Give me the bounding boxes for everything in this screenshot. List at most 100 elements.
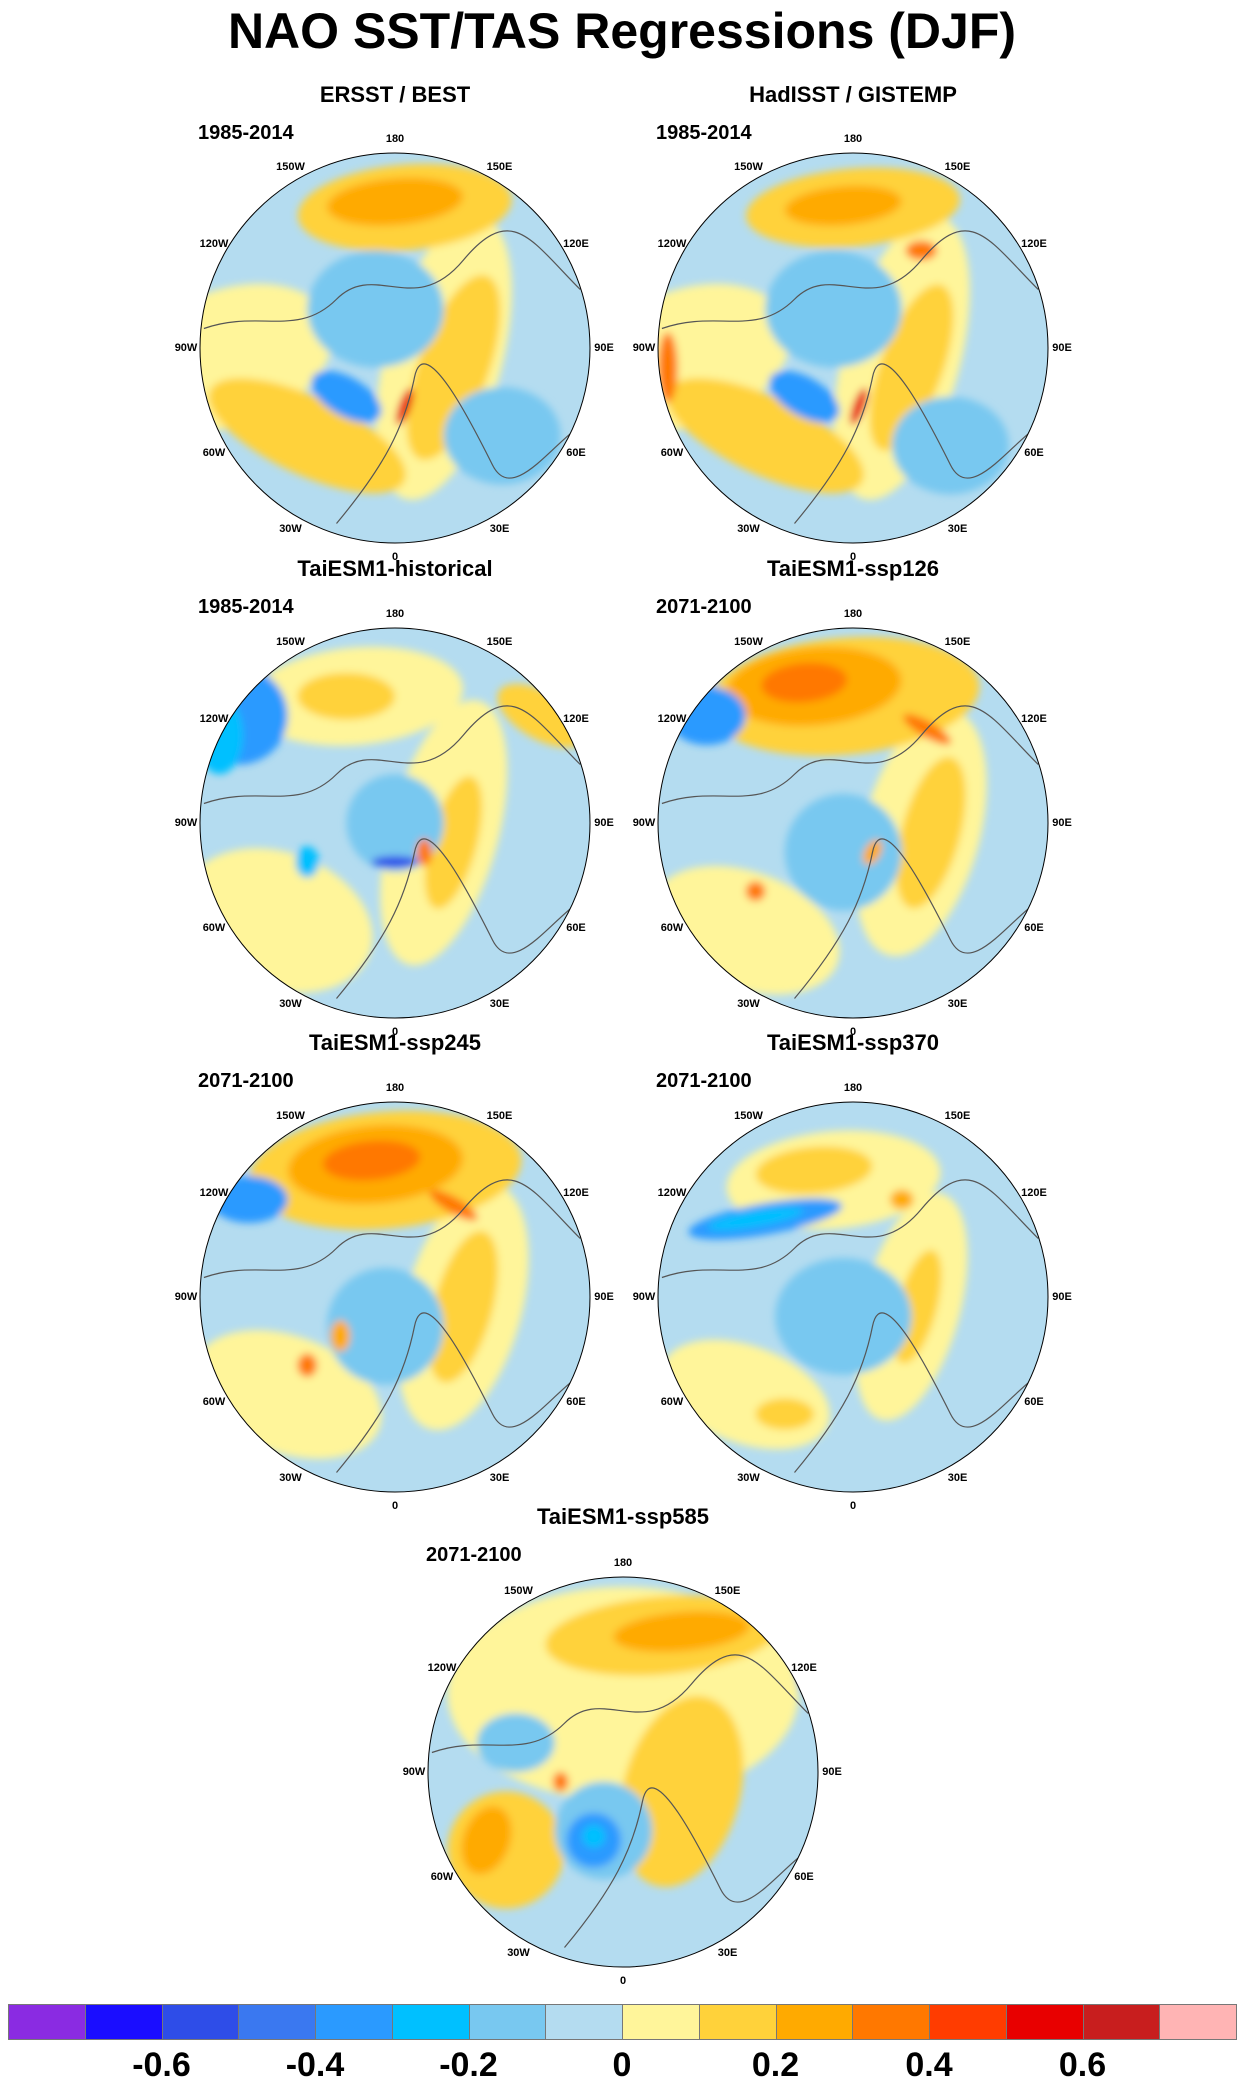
- longitude-label: 180: [843, 608, 863, 620]
- figure-title: NAO SST/TAS Regressions (DJF): [227, 3, 1017, 59]
- longitude-label: 150W: [734, 636, 763, 648]
- longitude-label: 0: [391, 1026, 399, 1038]
- colorbar-swatch: [391, 2004, 470, 2040]
- polar-map: [427, 1576, 819, 1968]
- longitude-label: 0: [849, 1500, 857, 1512]
- coastline: [661, 705, 1039, 999]
- longitude-label: 30E: [947, 1471, 968, 1484]
- anomaly-region: [784, 185, 902, 226]
- colorbar-swatch: [161, 2004, 240, 2040]
- polar-map: [199, 152, 591, 544]
- longitude-label: 30W: [279, 997, 302, 1010]
- anomaly-region: [416, 838, 433, 866]
- panel-title: ERSST / BEST: [319, 82, 471, 107]
- longitude-label: 30E: [947, 522, 968, 535]
- longitude-label: 0: [849, 1026, 857, 1038]
- anomaly-region: [850, 388, 868, 425]
- colorbar-swatch: [1159, 2004, 1237, 2040]
- anomaly-region: [311, 370, 382, 423]
- anomaly-region: [429, 1190, 478, 1221]
- longitude-label: 90W: [632, 1291, 656, 1303]
- panel-period: 2071-2100: [198, 1070, 294, 1092]
- colorbar-tick-label: -0.6: [132, 2046, 191, 2084]
- anomaly-region: [406, 275, 501, 460]
- panel-title: TaiESM1-ssp370: [766, 1030, 940, 1055]
- panel-period: 2071-2100: [656, 596, 752, 618]
- anomaly-region: [330, 1320, 351, 1352]
- longitude-label: 0: [619, 1975, 627, 1987]
- map-border: [657, 1101, 1049, 1493]
- longitude-label: 30W: [279, 522, 302, 535]
- longitude-label: 30W: [737, 522, 760, 535]
- longitude-label: 150W: [734, 161, 763, 173]
- longitude-label: 120E: [1021, 712, 1047, 725]
- anomaly-region: [295, 846, 319, 878]
- colorbar-swatch: [775, 2004, 854, 2040]
- longitude-label: 180: [385, 1082, 405, 1094]
- longitude-label: 60E: [566, 921, 586, 934]
- longitude-label: 90W: [174, 817, 198, 829]
- polar-map: [199, 627, 591, 1019]
- colorbar-tick-label: -0.4: [285, 2046, 345, 2084]
- longitude-label: 120E: [563, 712, 589, 725]
- anomaly-region: [307, 250, 444, 368]
- longitude-label: 120W: [427, 1661, 457, 1674]
- polar-map: [657, 152, 1049, 544]
- polar-map: [199, 1101, 591, 1493]
- longitude-label: 60E: [1024, 1395, 1044, 1408]
- anomaly-region: [896, 757, 966, 909]
- longitude-label: 120W: [657, 712, 687, 725]
- longitude-label: 30E: [717, 1946, 738, 1959]
- colorbar-swatch: [238, 2004, 316, 2040]
- polar-map: [657, 627, 1049, 1019]
- anomaly-region: [424, 776, 483, 909]
- longitude-label: 60W: [202, 921, 226, 934]
- colorbar-swatch: [1005, 2004, 1084, 2040]
- colorbar-swatch: [929, 2004, 1007, 2040]
- colorbar-tick-label: 0.6: [1058, 2046, 1107, 2084]
- longitude-label: 180: [843, 133, 863, 145]
- panel-period: 1985-2014: [198, 122, 294, 144]
- anomaly-region: [476, 1713, 555, 1772]
- panel-title: TaiESM1-historical: [297, 556, 493, 581]
- longitude-label: 0: [391, 551, 399, 563]
- longitude-label: 150E: [944, 636, 971, 648]
- longitude-label: 90E: [594, 817, 614, 829]
- anomaly-region: [869, 284, 954, 451]
- anomaly-region: [552, 1772, 569, 1792]
- longitude-label: 90E: [822, 1766, 842, 1778]
- longitude-label: 150W: [276, 1110, 305, 1122]
- longitude-label: 90E: [594, 1291, 614, 1303]
- anomaly-region: [297, 1353, 317, 1377]
- anomaly-region: [209, 1176, 288, 1223]
- longitude-label: 0: [391, 1500, 399, 1512]
- anomaly-region: [208, 378, 406, 494]
- panel-title: TaiESM1-ssp126: [766, 556, 940, 581]
- longitude-label: 60E: [1024, 921, 1044, 934]
- coastline: [203, 230, 581, 524]
- panel-title: TaiESM1-ssp245: [308, 1030, 482, 1055]
- longitude-label: 90E: [1052, 1291, 1072, 1303]
- longitude-label: 150E: [486, 636, 513, 648]
- anomaly-region: [784, 793, 902, 911]
- anomaly-region: [745, 881, 766, 901]
- anomaly-region: [707, 1207, 804, 1231]
- longitude-label: 0: [849, 551, 857, 563]
- longitude-label: 60E: [566, 1395, 586, 1408]
- coastline: [203, 1179, 581, 1473]
- longitude-label: 120E: [563, 237, 589, 250]
- longitude-label: 150W: [734, 1110, 763, 1122]
- longitude-label: 60E: [1024, 446, 1044, 459]
- anomaly-region: [892, 396, 1009, 495]
- anomaly-region: [326, 177, 464, 226]
- coastline: [661, 1179, 1039, 1473]
- panel-period: 1985-2014: [656, 122, 752, 144]
- anomaly-region: [658, 332, 678, 403]
- colorbar-swatch: [84, 2004, 163, 2040]
- longitude-label: 30W: [737, 997, 760, 1010]
- map-border: [199, 152, 591, 544]
- anomaly-region: [769, 370, 840, 423]
- colorbar: [8, 2004, 1237, 2042]
- longitude-label: 180: [385, 133, 405, 145]
- anomaly-region: [371, 856, 419, 868]
